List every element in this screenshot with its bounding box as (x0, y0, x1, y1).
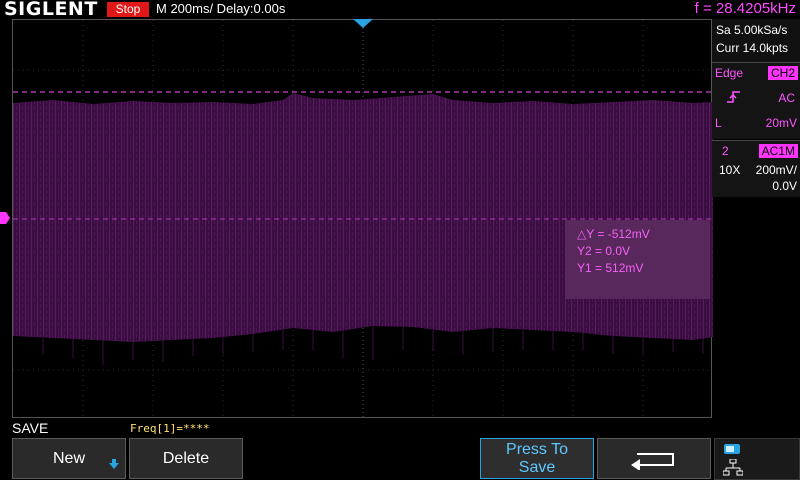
trigger-type: Edge (715, 66, 744, 80)
trigger-level: 20mV (765, 116, 797, 130)
vertical-scale: 200mV/ (755, 163, 797, 177)
frequency-counter-readout: Freq[1]=**** (130, 422, 210, 435)
sample-rate: Sa 5.00kSa/s (716, 23, 788, 37)
network-icon (723, 459, 743, 476)
vertical-offset: 0.0V (772, 179, 797, 193)
return-arrow-icon (631, 452, 674, 470)
channel2-box[interactable]: 2 AC1M 10X 200mV/ 0.0V (712, 140, 800, 197)
trigger-frequency-readout: f = 28.4205kHz (694, 0, 796, 17)
cursor-measurement-box: △Y = -512mV Y2 = 0.0V Y1 = 512mV (565, 220, 710, 299)
system-status-area (714, 438, 800, 480)
arrow-down-icon (109, 459, 119, 469)
rising-edge-icon (727, 91, 740, 103)
delete-button[interactable]: Delete (129, 438, 243, 479)
waveform-display[interactable] (12, 19, 713, 419)
ch2-waveform-lower-spikes (42, 326, 704, 365)
press-to-save-line2: Save (518, 458, 556, 476)
new-button-label: New (52, 449, 85, 467)
timebase-readout: M 200ms/ Delay:0.00s (156, 1, 286, 16)
waveform-canvas (13, 20, 713, 419)
cursor-delta-y: △Y = -512mV (577, 227, 650, 241)
new-button[interactable]: New (12, 438, 126, 479)
back-button[interactable] (597, 438, 711, 479)
right-info-panel: Sa 5.00kSa/s Curr 14.0kpts Edge CH2 AC L… (712, 19, 800, 418)
channel-coupling-badge: AC1M (758, 144, 798, 158)
memory-depth: Curr 14.0kpts (716, 41, 789, 55)
trigger-source-badge: CH2 (767, 66, 798, 80)
menu-title: SAVE (12, 420, 49, 436)
usb-storage-icon (724, 444, 740, 454)
trigger-level-prefix: L (715, 116, 722, 130)
probe-attenuation: 10X (719, 163, 741, 177)
trigger-position-marker[interactable] (353, 19, 373, 29)
delete-button-label: Delete (162, 449, 210, 467)
cursor-y2: Y2 = 0.0V (577, 244, 631, 258)
top-status-bar: SIGLENT Stop M 200ms/ Delay:0.00s f = 28… (0, 0, 800, 19)
trigger-coupling: AC (778, 91, 795, 105)
press-to-save-line1: Press To (506, 440, 568, 458)
ch2-waveform-envelope (13, 93, 713, 342)
press-to-save-button[interactable]: Press To Save (480, 438, 594, 479)
siglent-logo: SIGLENT (4, 0, 98, 20)
trigger-box[interactable]: Edge CH2 AC L 20mV (712, 62, 800, 139)
channel-number: 2 (722, 144, 729, 158)
ch2-offset-marker[interactable] (0, 212, 10, 224)
cursor-y1: Y1 = 512mV (577, 261, 644, 275)
run-stop-indicator[interactable]: Stop (107, 2, 149, 17)
acquisition-box: Sa 5.00kSa/s Curr 14.0kpts (712, 19, 800, 62)
